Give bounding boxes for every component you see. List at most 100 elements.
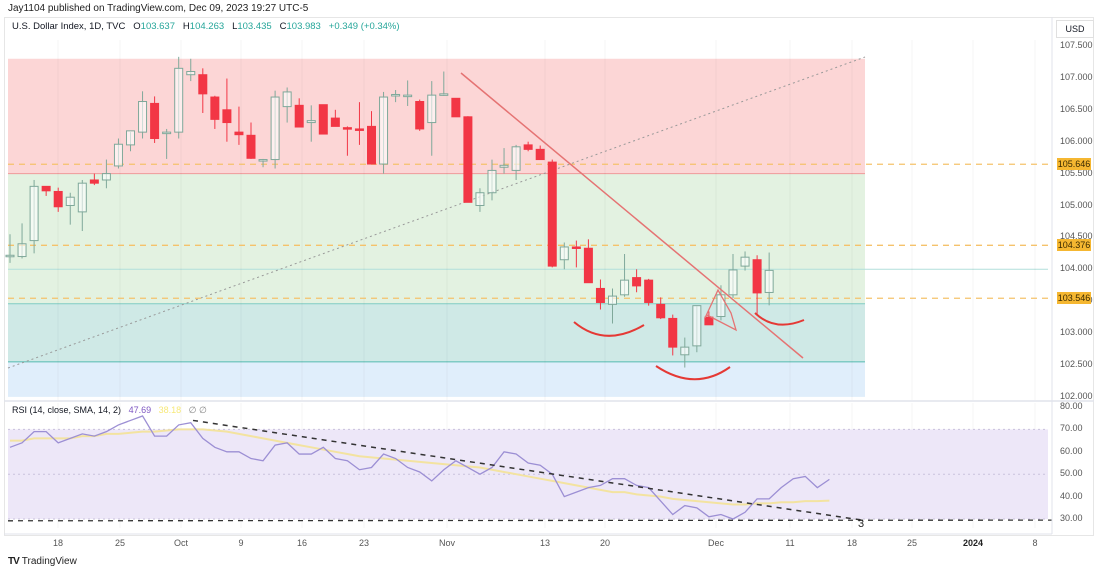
rsi-tick: 50.00 bbox=[1060, 468, 1083, 479]
zone-red bbox=[8, 58, 865, 174]
time-tick: Oct bbox=[173, 538, 189, 548]
price-level-badge: 105.646 bbox=[1057, 158, 1091, 171]
rsi-line bbox=[9, 415, 830, 520]
candle-down bbox=[704, 316, 714, 326]
candle-down bbox=[668, 317, 678, 348]
price-tick: 104.000 bbox=[1060, 263, 1093, 274]
zone-blue bbox=[8, 361, 865, 397]
rsi-legend: RSI (14, close, SMA, 14, 2) 47.69 38.18 … bbox=[12, 405, 207, 416]
publisher-line: Jay1104 published on TradingView.com, De… bbox=[8, 3, 309, 14]
dotted-trendline bbox=[7, 56, 866, 369]
candle-up bbox=[162, 131, 172, 135]
candle-up bbox=[282, 91, 292, 108]
candle-up bbox=[475, 192, 485, 207]
rsi-annotation-3: 3 bbox=[858, 518, 864, 530]
price-tick: 107.500 bbox=[1060, 40, 1093, 50]
time-tick: 2024 bbox=[962, 538, 984, 548]
currency-label[interactable]: USD bbox=[1056, 20, 1094, 38]
candle-down bbox=[535, 148, 545, 161]
price-tick: 107.000 bbox=[1060, 71, 1093, 82]
zone-teal bbox=[8, 303, 865, 362]
candle-down bbox=[222, 109, 232, 124]
candle-up bbox=[126, 130, 135, 146]
price-tick: 102.500 bbox=[1060, 359, 1093, 369]
candle-up bbox=[138, 101, 148, 133]
low-label: L bbox=[232, 21, 238, 32]
open-label: O bbox=[133, 21, 141, 32]
time-tick: 11 bbox=[785, 538, 795, 548]
candle-down bbox=[547, 161, 557, 267]
price-level-badge: 103.546 bbox=[1057, 292, 1091, 305]
close-label: C bbox=[279, 21, 287, 32]
time-tick: 9 bbox=[238, 538, 244, 548]
candle-down bbox=[354, 128, 364, 131]
na-symbols: ∅ ∅ bbox=[188, 405, 207, 415]
rsi-tick: 30.00 bbox=[1060, 513, 1083, 523]
rsi-indicator-label: RSI (14, close, SMA, 14, 2) bbox=[12, 405, 122, 415]
curve-annotation-left bbox=[573, 321, 645, 337]
candle-up bbox=[306, 120, 316, 124]
tradingview-name: TradingView bbox=[21, 556, 77, 567]
symbol-name: U.S. Dollar Index, 1D, TVC bbox=[12, 21, 126, 32]
candle-up bbox=[174, 67, 184, 133]
price-level-badge: 104.376 bbox=[1057, 239, 1091, 252]
candle-up bbox=[258, 159, 268, 162]
candle-up bbox=[101, 173, 111, 181]
low-value: 103.435 bbox=[237, 21, 272, 32]
candle-down bbox=[210, 96, 220, 120]
candle-up bbox=[65, 196, 75, 206]
candle-down bbox=[632, 277, 642, 287]
candle-up bbox=[692, 305, 702, 347]
high-value: 104.263 bbox=[189, 21, 225, 32]
candle-up bbox=[559, 246, 569, 261]
rsi-support-line bbox=[7, 519, 1053, 522]
candle-up bbox=[511, 146, 521, 171]
candle-down bbox=[41, 185, 51, 192]
candle-up bbox=[439, 93, 449, 96]
price-tick: 104.500 bbox=[1060, 231, 1093, 242]
candle-up bbox=[113, 143, 123, 167]
high-label: H bbox=[182, 21, 190, 32]
open-value: 103.637 bbox=[140, 21, 175, 32]
tradingview-branding: TV TradingView bbox=[8, 556, 77, 567]
price-tick: 103.000 bbox=[1060, 327, 1093, 338]
candle-down bbox=[595, 287, 605, 303]
candle-up bbox=[427, 94, 437, 124]
candle-up bbox=[740, 256, 750, 267]
time-tick: 13 bbox=[539, 538, 551, 548]
candle-down bbox=[342, 127, 352, 130]
candle-up bbox=[379, 96, 389, 165]
candle-up bbox=[680, 346, 690, 356]
time-tick: 23 bbox=[358, 538, 370, 548]
tradingview-logo-icon: TV bbox=[8, 556, 20, 567]
close-value: 103.983 bbox=[286, 21, 321, 32]
rsi-tick: 70.00 bbox=[1060, 423, 1083, 434]
candle-down bbox=[656, 303, 666, 319]
candle-up bbox=[186, 71, 196, 76]
candle-down bbox=[523, 144, 533, 150]
candle-down bbox=[198, 74, 208, 95]
candle-down bbox=[330, 117, 340, 127]
candle-up bbox=[17, 243, 27, 258]
curve-annotation-bottom bbox=[655, 365, 731, 381]
time-tick: 25 bbox=[114, 538, 126, 548]
candle-down bbox=[367, 125, 376, 165]
price-tick: 105.500 bbox=[1060, 167, 1093, 178]
time-tick: 25 bbox=[906, 538, 918, 548]
time-tick: 8 bbox=[1032, 538, 1038, 548]
candle-up bbox=[5, 254, 15, 258]
candle-down bbox=[234, 131, 244, 136]
candle-up bbox=[77, 182, 87, 213]
candle-down bbox=[583, 247, 593, 284]
rsi-sma-value: 38.18 bbox=[158, 405, 182, 415]
candle-down bbox=[463, 116, 473, 203]
time-tick: 18 bbox=[846, 538, 858, 548]
candle-up bbox=[608, 295, 617, 305]
rsi-tick: 40.00 bbox=[1060, 490, 1083, 501]
price-tick: 106.000 bbox=[1060, 135, 1093, 146]
candle-down bbox=[150, 102, 160, 140]
candle-up bbox=[487, 169, 497, 194]
time-tick: 18 bbox=[52, 538, 64, 548]
candle-up bbox=[728, 269, 738, 296]
